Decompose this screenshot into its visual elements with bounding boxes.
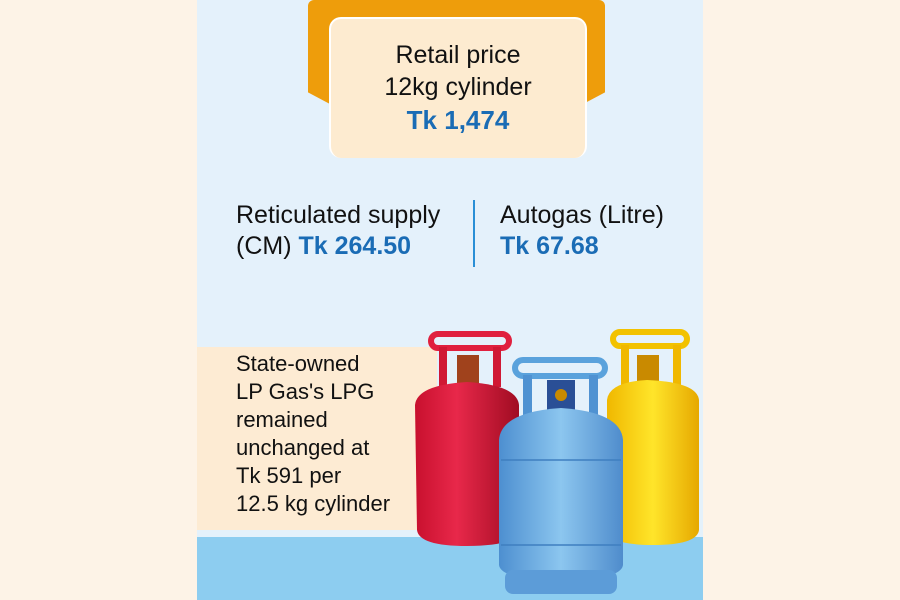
note-line: Tk 591 per: [236, 463, 342, 488]
retail-title: Retail price: [395, 41, 521, 69]
retail-price: Tk 1,474: [406, 105, 510, 135]
retail-subtitle: 12kg cylinder: [384, 73, 532, 101]
yellow-gas-cylinder-icon: [607, 329, 699, 545]
divider: [473, 200, 475, 267]
note-line: State-owned: [236, 351, 360, 376]
reticulated-supply: Reticulated supply (CM) Tk 264.50: [236, 200, 440, 262]
note-line: unchanged at: [236, 435, 370, 460]
retail-price-card: Retail price 12kg cylinder Tk 1,474: [329, 17, 587, 158]
gas-cylinders-illustration: [415, 329, 699, 594]
blue-gas-cylinder-icon: [499, 357, 623, 594]
reticulated-unit: (CM): [236, 232, 292, 260]
autogas: Autogas (Litre) Tk 67.68: [500, 200, 664, 262]
note-line: remained: [236, 407, 328, 432]
note-strip: [197, 347, 437, 530]
autogas-price: Tk 67.68: [500, 232, 599, 260]
infographic-panel: Retail price 12kg cylinder Tk 1,474 Reti…: [197, 0, 703, 600]
note-line: 12.5 kg cylinder: [236, 491, 391, 516]
red-gas-cylinder-icon: [415, 331, 519, 546]
reticulated-label: Reticulated supply: [236, 201, 441, 229]
autogas-label: Autogas (Litre): [500, 201, 664, 229]
note-line: LP Gas's LPG: [236, 379, 375, 404]
reticulated-price: Tk 264.50: [298, 232, 412, 260]
lpg-note: State-owned LP Gas's LPG remained unchan…: [236, 350, 390, 518]
